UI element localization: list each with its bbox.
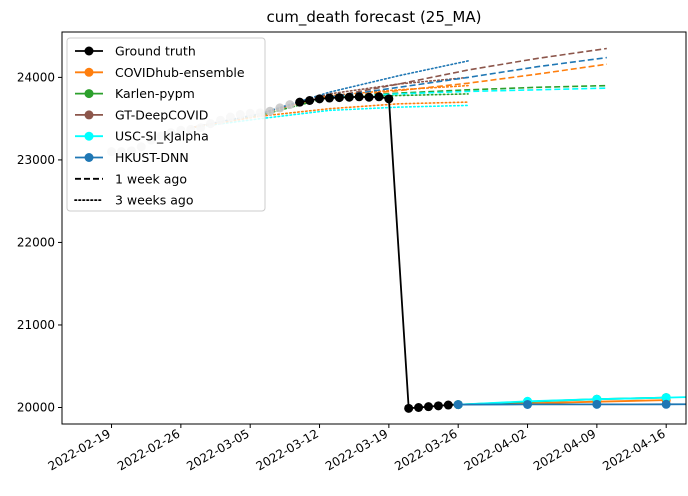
legend-label-karlen-pypm: Karlen-pypm <box>115 86 195 101</box>
legend-marker-karlen-pypm <box>84 89 94 99</box>
chart-title: cum_death forecast (25_MA) <box>267 8 482 27</box>
x-tick-label-8: 2022-04-16 <box>600 426 667 473</box>
x-tick-label-1: 2022-02-26 <box>115 426 182 473</box>
y-tick-label-2: 22000 <box>17 235 55 249</box>
legend-marker-ground-truth <box>84 46 94 56</box>
x-tick-label-7: 2022-04-09 <box>531 426 598 473</box>
legend: Ground truth COVIDhub-ensemble Karlen-pypm… <box>66 37 266 212</box>
forecast-current-usc-si-kjalpha-point-3 <box>661 393 671 403</box>
ground-truth-point-4 <box>334 93 344 103</box>
legend-marker-hkust-dnn <box>84 153 94 162</box>
history-point-17 <box>275 103 285 113</box>
forecast-current-hkust-dnn-point-3 <box>661 399 671 409</box>
legend-marker-usc-si-kjalpha <box>84 131 94 141</box>
ground-truth-point-14 <box>443 400 453 410</box>
plot-frame <box>61 31 687 425</box>
ground-truth-point-11 <box>414 402 424 412</box>
legend-label-3-weeks-ago: 3 weeks ago <box>115 193 194 208</box>
forecast-3w-gt-deepcovid <box>190 76 469 129</box>
legend-label-covidhub-ensemble: COVIDhub-ensemble <box>115 65 245 80</box>
forecast-1w-covidhub-ensemble <box>329 63 607 98</box>
legend-label-usc-si-kjalpha: USC-SI_kJalpha <box>115 129 209 144</box>
legend-marker-covidhub-ensemble <box>84 67 94 77</box>
ground-truth-point-7 <box>364 92 374 102</box>
x-tick-label-6: 2022-04-02 <box>462 426 529 473</box>
legend-label-ground-truth: Ground truth <box>115 44 196 59</box>
legend-label-1-week-ago: 1 week ago <box>115 171 187 186</box>
forecast-3w-covidhub-ensemble-lower <box>190 101 469 129</box>
y-tick-label-0: 20000 <box>17 400 55 414</box>
x-tick-label-3: 2022-03-12 <box>254 426 321 473</box>
forecast-current-hkust-dnn-point-1 <box>523 399 533 409</box>
y-tick-label-3: 23000 <box>17 153 55 167</box>
forecast-current-hkust-dnn-point-0 <box>453 400 463 410</box>
legend-box <box>66 37 266 212</box>
legend-label-hkust-dnn: HKUST-DNN <box>115 150 189 165</box>
ground-truth-point-12 <box>423 402 433 412</box>
ground-truth-point-6 <box>354 92 364 102</box>
y-tick-label-1: 21000 <box>17 318 55 332</box>
ground-truth-point-5 <box>344 92 354 102</box>
forecast-3w-hkust-dnn <box>190 60 469 129</box>
history-point-16 <box>265 106 275 116</box>
ground-truth-point-9 <box>384 94 394 104</box>
ground-truth-point-0 <box>295 97 305 107</box>
x-tick-label-4: 2022-03-19 <box>323 426 390 473</box>
legend-label-gt-deepcovid: GT-DeepCOVID <box>115 107 208 122</box>
history-point-18 <box>285 100 295 110</box>
forecast-3w-usc-si-kjalpha <box>190 104 469 129</box>
forecast-1w-hkust-dnn <box>329 56 607 98</box>
ground-truth-point-2 <box>315 94 325 104</box>
y-tick-label-4: 24000 <box>17 70 55 84</box>
ground-truth-point-3 <box>324 93 334 103</box>
x-tick-label-5: 2022-03-26 <box>392 426 459 473</box>
legend-marker-gt-deepcovid <box>84 110 94 120</box>
ground-truth-point-13 <box>433 401 443 411</box>
x-tick-label-2: 2022-03-05 <box>184 426 251 473</box>
ground-truth-point-8 <box>374 92 384 102</box>
ground-truth-point-1 <box>305 95 315 105</box>
x-tick-label-0: 2022-02-19 <box>46 426 113 473</box>
forecast-1w-gt-deepcovid <box>329 47 607 98</box>
forecast-current-hkust-dnn-point-2 <box>592 399 602 409</box>
ground-truth-point-10 <box>404 403 414 413</box>
ground-truth-line <box>299 95 459 410</box>
